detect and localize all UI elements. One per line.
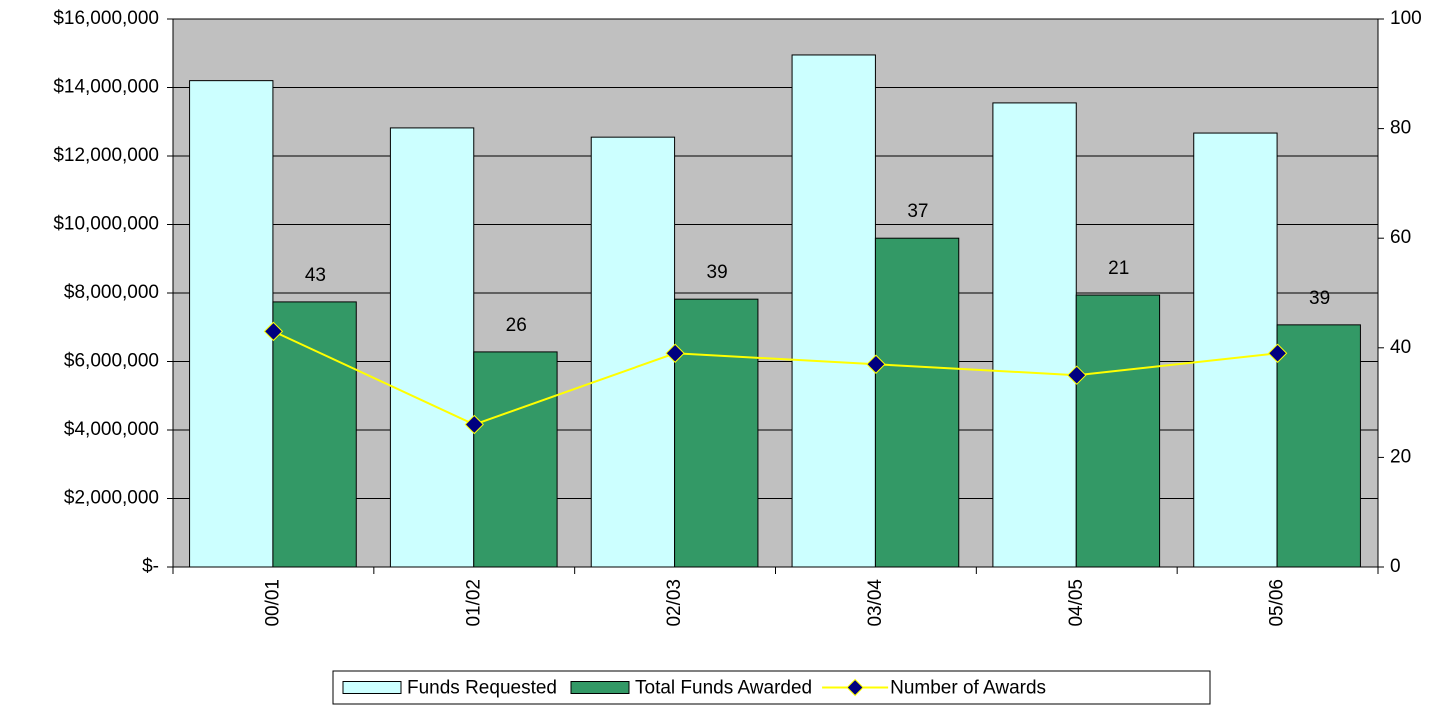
legend-label: Number of Awards (890, 678, 1046, 699)
bar (1276, 324, 1361, 568)
data-label: 39 (1309, 288, 1330, 309)
marker (1067, 365, 1087, 385)
legend-swatch (570, 681, 630, 694)
x-tick-label: 01/02 (463, 579, 484, 627)
bar (590, 136, 676, 568)
y2-tick-label: 60 (1390, 227, 1411, 248)
data-label: 26 (506, 315, 527, 336)
data-label: 37 (907, 201, 928, 222)
data-label: 21 (1108, 258, 1129, 279)
legend-box (332, 670, 1211, 705)
bar (389, 127, 475, 568)
legend-marker (846, 678, 864, 697)
marker (1267, 343, 1288, 363)
data-label: 39 (707, 262, 728, 283)
y-tick-label: $2,000,000 (64, 488, 159, 509)
y-tick-label: $6,000,000 (64, 351, 159, 372)
y-tick-label: $- (142, 556, 159, 577)
y-tick-label: $4,000,000 (64, 419, 159, 440)
bar (992, 102, 1077, 568)
x-tick-label: 00/01 (262, 579, 283, 627)
y-tick-label: $16,000,000 (53, 8, 159, 29)
bar (791, 54, 876, 568)
x-tick-label: 02/03 (664, 579, 685, 627)
bar (1193, 132, 1278, 568)
bar (189, 80, 274, 568)
bar (674, 298, 759, 568)
marker (464, 414, 484, 435)
y2-tick-label: 20 (1390, 446, 1411, 467)
x-tick-label: 05/06 (1267, 579, 1288, 627)
legend-swatch (342, 681, 402, 694)
y-tick-label: $12,000,000 (53, 145, 159, 166)
bar (1075, 294, 1161, 568)
legend-label: Total Funds Awarded (635, 678, 812, 699)
y2-tick-label: 80 (1390, 118, 1411, 139)
bar (874, 237, 960, 568)
bar (272, 301, 357, 568)
legend-label: Funds Requested (407, 678, 557, 699)
marker (263, 321, 284, 342)
y-tick-label: $10,000,000 (53, 214, 159, 235)
x-tick-label: 03/04 (865, 579, 886, 627)
marker (866, 354, 886, 374)
line (272, 330, 1278, 426)
data-label: 43 (305, 265, 326, 286)
bar (473, 351, 558, 568)
y-tick-label: $14,000,000 (53, 77, 159, 98)
marker (665, 343, 685, 363)
y2-tick-label: 40 (1390, 337, 1411, 358)
x-tick-label: 04/05 (1066, 579, 1087, 627)
y2-tick-label: 0 (1390, 556, 1401, 577)
y2-tick-label: 100 (1390, 8, 1422, 29)
y-tick-label: $8,000,000 (64, 282, 159, 303)
